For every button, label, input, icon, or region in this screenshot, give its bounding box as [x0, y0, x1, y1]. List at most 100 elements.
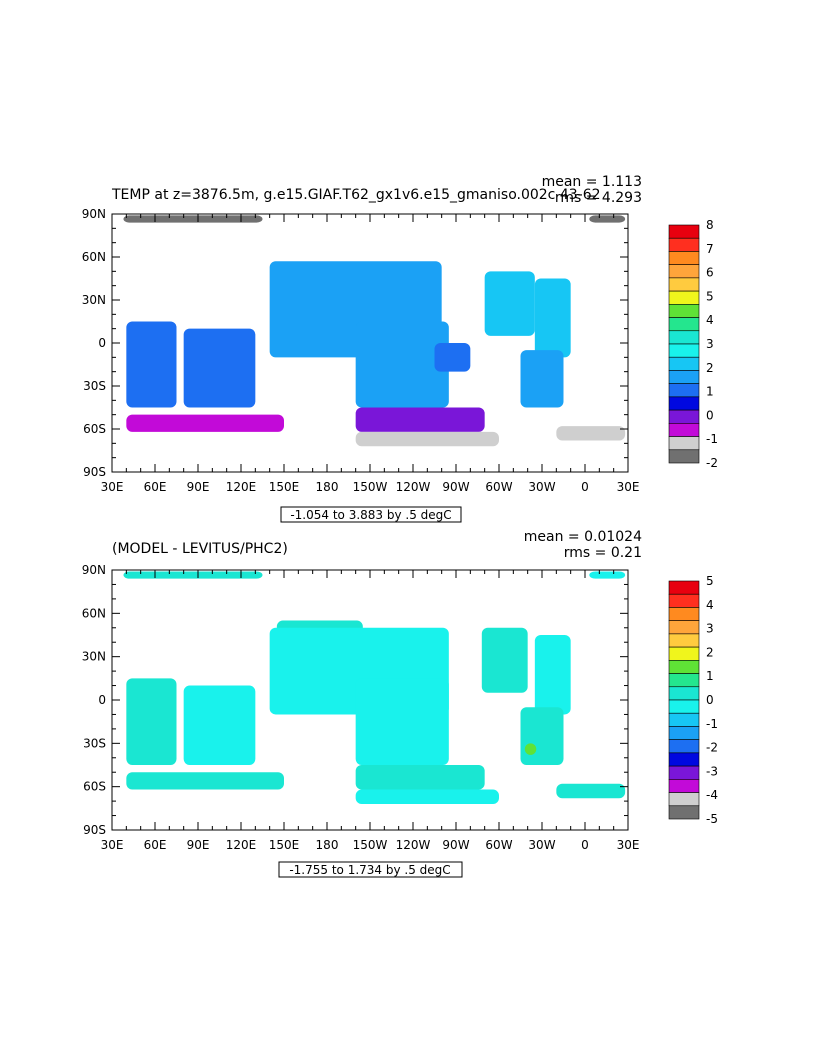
colorbar-label: 8 [706, 218, 714, 232]
colorbar-label: -2 [706, 456, 718, 470]
range-label: -1.054 to 3.883 by .5 degC [290, 508, 451, 522]
x-tick-label: 90E [187, 480, 210, 494]
ocean-region-antarctic-shelf-pacific [355, 789, 499, 804]
colorbar-label: -2 [706, 741, 718, 755]
x-tick-label: 60W [485, 480, 512, 494]
x-tick-label: 30E [101, 838, 124, 852]
rms-text: rms = 0.21 [564, 545, 642, 561]
y-tick-label: 90N [82, 563, 106, 577]
x-tick-label: 60E [144, 838, 167, 852]
ocean-region-indian-ocean-west [126, 321, 177, 408]
colorbar-swatch [668, 779, 700, 793]
colorbar-swatch [668, 792, 700, 807]
ocean-region-north-atlantic-west [484, 271, 535, 336]
y-tick-label: 30S [83, 379, 106, 393]
colorbar-label: -4 [706, 788, 718, 802]
x-tick-label: 120E [226, 838, 257, 852]
y-tick-label: 30S [83, 736, 106, 750]
map-axes: 30E 60E 90E 120E 150E 180 150W 120W 90W 60W 30W 0 30… [82, 207, 640, 494]
y-tick-label: 60N [82, 250, 106, 264]
panel-top: TEMP at z=3876.5m, g.e15.GIAF.T62_gx1v6.… [82, 174, 718, 523]
ocean-region-central-pacific [355, 321, 449, 408]
y-tick-label: 0 [98, 693, 106, 707]
ocean-region-indian-ocean-east [183, 328, 256, 408]
colorbar-swatch [668, 277, 700, 292]
colorbar-swatch [668, 449, 700, 464]
ocean-region-arctic-east [589, 215, 626, 223]
colorbar-swatch [668, 264, 700, 279]
x-tick-label: 0 [581, 838, 589, 852]
colorbar-label: 7 [706, 242, 714, 256]
map-area [123, 571, 626, 804]
y-tick-label: 30N [82, 293, 106, 307]
ocean-region-north-atlantic-east [534, 278, 571, 358]
colorbar-swatch [668, 699, 700, 714]
y-tick-label: 60S [83, 422, 106, 436]
colorbar-label: 4 [706, 598, 714, 612]
ocean-region-central-pacific [355, 678, 449, 765]
colorbar-label: 2 [706, 645, 714, 659]
y-tick-label: 90S [83, 823, 106, 837]
range-box [280, 506, 462, 523]
colorbar-swatch [668, 580, 700, 595]
x-tick-label: 150W [353, 480, 388, 494]
ocean-region-arctic-east [589, 571, 626, 579]
colorbar-label: 0 [706, 693, 714, 707]
colorbar-swatch [668, 330, 700, 345]
ocean-region-antarctic-shelf-pacific [355, 431, 499, 447]
ocean-region-south-atlantic-hotspot [524, 743, 537, 755]
colorbar-label: 0 [706, 408, 714, 422]
x-tick-label: 30E [101, 480, 124, 494]
colorbar-swatch [668, 739, 700, 754]
x-tick-label: 120E [226, 480, 257, 494]
y-tick-label: 60S [83, 780, 106, 794]
range-label: -1.755 to 1.734 by .5 degC [289, 863, 450, 877]
colorbar-label: -3 [706, 764, 718, 778]
ocean-region-east-pacific [434, 343, 471, 372]
x-tick-label: 60W [485, 838, 512, 852]
ocean-region-south-atlantic [520, 350, 564, 408]
colorbar-swatch [668, 673, 700, 688]
x-tick-label: 90E [187, 838, 210, 852]
colorbar-label: 3 [706, 337, 714, 351]
ocean-region-north-atlantic-west [481, 627, 528, 693]
panel-bottom: (MODEL - LEVITUS/PHC2) mean = 0.01024 rm… [82, 529, 718, 878]
ocean-region-southern-ocean-indian [126, 414, 284, 432]
colorbar-label: 3 [706, 622, 714, 636]
x-tick-label: 60E [144, 480, 167, 494]
colorbar-swatch [668, 726, 700, 740]
ocean-region-north-atlantic-east [534, 635, 571, 715]
x-tick-label: 30E [617, 480, 640, 494]
colorbar-swatch [668, 343, 700, 358]
colorbar-label: 1 [706, 385, 714, 399]
y-tick-label: 30N [82, 650, 106, 664]
colorbar-swatch [668, 805, 700, 820]
colorbar-swatch [668, 660, 700, 674]
y-tick-label: 60N [82, 606, 106, 620]
colorbar: 5 4 3 2 1 0 -1 -2 -3 -4 -5 [668, 574, 718, 826]
colorbar-swatch [668, 646, 700, 661]
colorbar-swatch [668, 317, 700, 332]
ocean-region-southern-ocean-pacific [355, 765, 485, 790]
colorbar-swatch [668, 396, 700, 411]
colorbar-swatch [668, 383, 700, 398]
map-axes: 30E 60E 90E 120E 150E 180 150W 120W 90W 60W 30W 0 30… [82, 563, 640, 852]
colorbar-label: 4 [706, 313, 714, 327]
ocean-region-arctic-west [123, 571, 263, 579]
panel-title: (MODEL - LEVITUS/PHC2) [112, 541, 288, 557]
ocean-region-antarctic-shelf-atlantic [556, 783, 626, 799]
colorbar-swatch [668, 370, 700, 384]
x-tick-label: 120W [396, 838, 431, 852]
x-tick-label: 90W [442, 480, 469, 494]
range-box [278, 861, 463, 878]
map-area [123, 215, 626, 447]
x-tick-label: 150E [269, 480, 300, 494]
colorbar: 8 7 6 5 4 3 2 1 0 -1 -2 [668, 218, 718, 470]
mean-text: mean = 1.113 [542, 174, 642, 190]
ocean-region-southern-ocean-pacific [355, 407, 485, 432]
colorbar-swatch [668, 712, 700, 727]
x-tick-label: 120W [396, 480, 431, 494]
colorbar-swatch [668, 686, 700, 701]
y-tick-label: 0 [98, 336, 106, 350]
colorbar-swatch [668, 356, 700, 371]
